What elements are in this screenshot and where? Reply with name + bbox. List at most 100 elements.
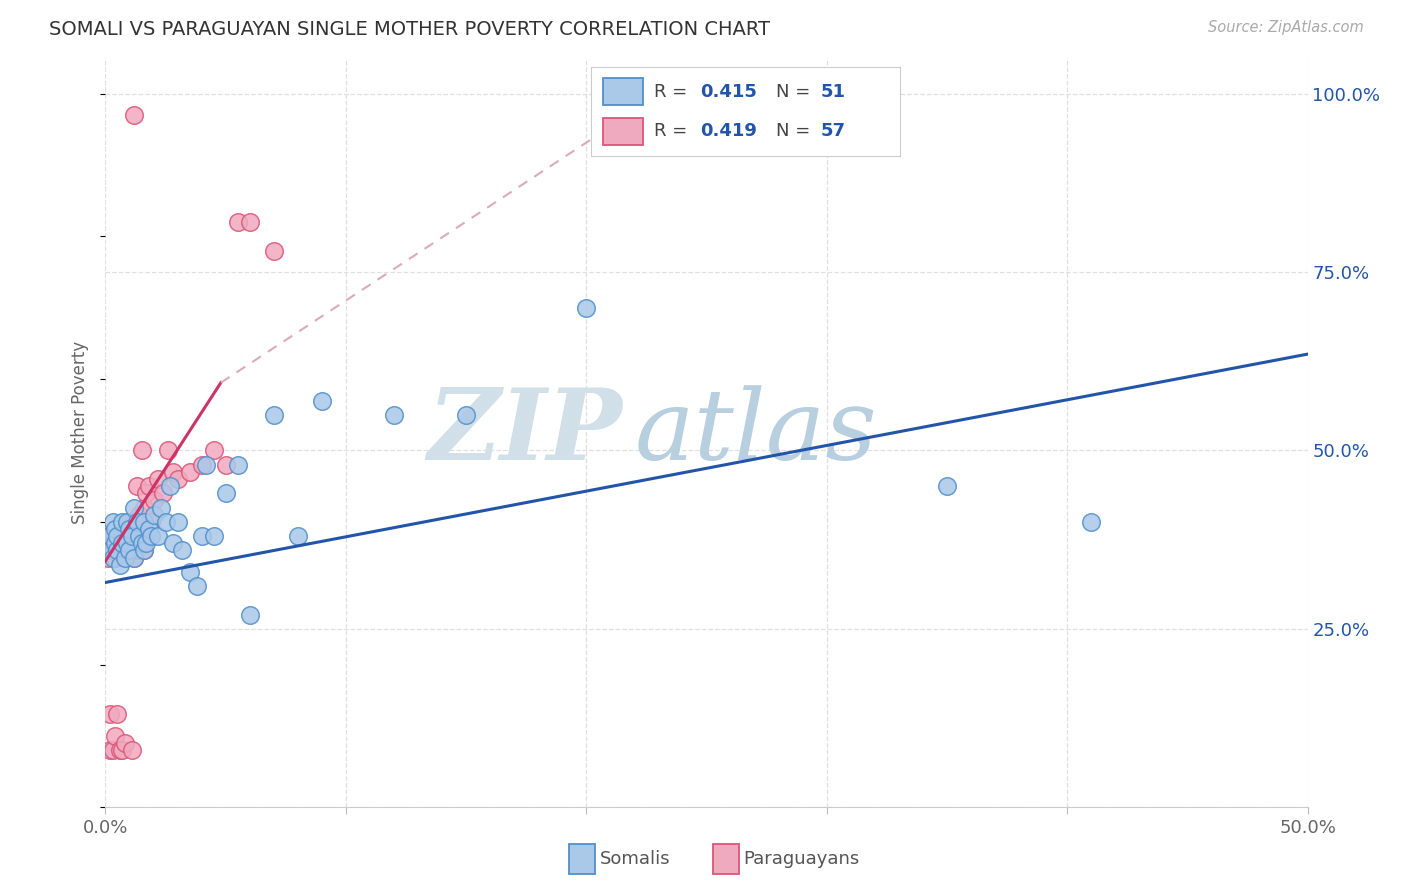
Point: [214, 458, 236, 472]
Point: [202, 529, 225, 543]
Point: [142, 508, 165, 522]
Point: [104, 729, 127, 743]
Point: [107, 543, 129, 558]
Point: [111, 536, 134, 550]
Point: [135, 536, 157, 550]
Point: [101, 550, 124, 565]
Text: N =: N =: [776, 83, 815, 101]
Point: [149, 500, 172, 515]
Point: [118, 543, 141, 558]
Point: [155, 515, 177, 529]
FancyBboxPatch shape: [713, 844, 740, 874]
Point: [128, 529, 150, 543]
Point: [111, 529, 134, 543]
Point: [124, 550, 146, 565]
Point: [575, 301, 598, 315]
Point: [101, 543, 124, 558]
Point: [138, 479, 160, 493]
Point: [311, 393, 333, 408]
Point: [118, 529, 141, 543]
Point: [108, 543, 131, 558]
Point: [97, 550, 120, 565]
Point: [166, 472, 188, 486]
Text: 0.415: 0.415: [700, 83, 758, 101]
Point: [156, 443, 179, 458]
FancyBboxPatch shape: [603, 118, 643, 145]
Text: R =: R =: [654, 83, 693, 101]
Point: [121, 743, 143, 757]
Point: [263, 244, 285, 258]
Point: [239, 607, 262, 622]
Point: [172, 543, 194, 558]
Point: [114, 736, 136, 750]
Point: [118, 522, 141, 536]
Point: [98, 707, 121, 722]
Text: SOMALI VS PARAGUAYAN SINGLE MOTHER POVERTY CORRELATION CHART: SOMALI VS PARAGUAYAN SINGLE MOTHER POVER…: [49, 20, 770, 38]
Point: [115, 543, 138, 558]
Point: [179, 465, 201, 479]
Point: [202, 443, 225, 458]
Point: [125, 479, 148, 493]
Point: [214, 486, 236, 500]
Point: [107, 543, 129, 558]
Point: [139, 515, 162, 529]
Point: [101, 536, 124, 550]
Point: [111, 743, 134, 757]
Text: R =: R =: [654, 122, 693, 140]
Text: Paraguayans: Paraguayans: [744, 849, 860, 868]
Point: [107, 529, 129, 543]
Point: [98, 743, 121, 757]
Text: N =: N =: [776, 122, 815, 140]
Point: [108, 558, 131, 572]
Point: [114, 550, 136, 565]
Point: [111, 515, 134, 529]
Point: [114, 536, 136, 550]
Text: ZIP: ZIP: [427, 384, 623, 481]
Point: [131, 529, 153, 543]
Point: [108, 536, 131, 550]
Point: [125, 543, 148, 558]
Point: [190, 458, 212, 472]
Point: [166, 515, 188, 529]
Point: [107, 707, 129, 722]
Point: [186, 579, 208, 593]
Point: [125, 515, 148, 529]
Point: [936, 479, 959, 493]
Point: [104, 536, 127, 550]
Y-axis label: Single Mother Poverty: Single Mother Poverty: [72, 341, 90, 524]
Point: [135, 486, 157, 500]
Text: Somalis: Somalis: [600, 849, 671, 868]
Point: [118, 515, 141, 529]
Text: 57: 57: [821, 122, 846, 140]
Point: [139, 529, 162, 543]
Point: [1080, 515, 1102, 529]
Point: [101, 515, 124, 529]
Point: [287, 529, 309, 543]
Point: [124, 515, 146, 529]
Point: [132, 543, 155, 558]
Point: [132, 500, 155, 515]
Point: [104, 536, 127, 550]
Point: [124, 550, 146, 565]
Point: [226, 458, 249, 472]
Point: [226, 215, 249, 229]
Point: [162, 536, 184, 550]
Point: [152, 486, 174, 500]
Point: [121, 529, 143, 543]
Text: atlas: atlas: [634, 385, 877, 480]
Point: [454, 408, 477, 422]
Point: [124, 500, 146, 515]
Point: [121, 529, 143, 543]
Point: [114, 522, 136, 536]
Point: [263, 408, 285, 422]
Point: [104, 522, 127, 536]
Text: 0.419: 0.419: [700, 122, 758, 140]
Point: [128, 529, 150, 543]
Point: [239, 215, 262, 229]
Point: [190, 529, 212, 543]
Point: [97, 543, 120, 558]
Point: [97, 529, 120, 543]
Point: [195, 458, 218, 472]
Point: [118, 543, 141, 558]
Point: [162, 465, 184, 479]
